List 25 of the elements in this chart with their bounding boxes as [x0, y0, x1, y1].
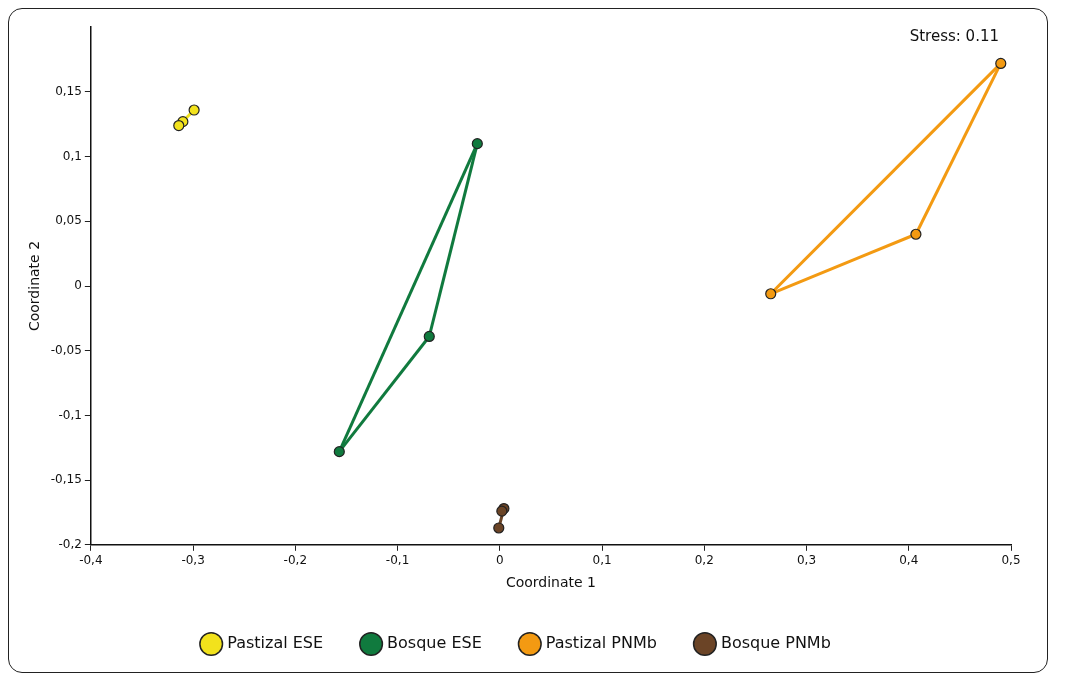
legend-label: Bosque PNMb — [720, 633, 831, 653]
x-tick-label: 0,2 — [694, 553, 714, 568]
y-tick-label: 0,15 — [55, 84, 82, 99]
x-tick-label: 0,5 — [1001, 553, 1021, 568]
y-tick-label: 0,1 — [62, 148, 82, 163]
x-tick-label: 0,1 — [592, 553, 612, 568]
x-tick-label: -0,2 — [283, 553, 308, 568]
x-tick-label: 0,3 — [796, 553, 817, 568]
legend-label: Pastizal ESE — [227, 633, 324, 653]
y-tick-label: -0,05 — [50, 342, 82, 357]
x-tick-label: 0 — [495, 553, 504, 568]
y-tick-label: -0,1 — [58, 407, 82, 422]
x-axis-title: Coordinate 1 — [505, 574, 596, 591]
y-tick-label: 0,05 — [55, 213, 82, 228]
x-tick-label: -0,1 — [385, 553, 410, 568]
y-tick-label: -0,15 — [50, 472, 82, 487]
x-tick-label: -0,4 — [79, 553, 103, 568]
x-tick-label: -0,3 — [181, 553, 205, 568]
x-tick-label: 0,4 — [899, 553, 919, 568]
y-tick-label: 0 — [74, 278, 82, 293]
y-axis-title: Coordinate 2 — [26, 240, 43, 332]
annotation: Stress: 0.11 — [909, 26, 999, 45]
legend-label: Pastizal PNMb — [545, 633, 657, 653]
y-tick-label: -0,2 — [58, 536, 82, 551]
legend-label: Bosque ESE — [387, 633, 482, 653]
